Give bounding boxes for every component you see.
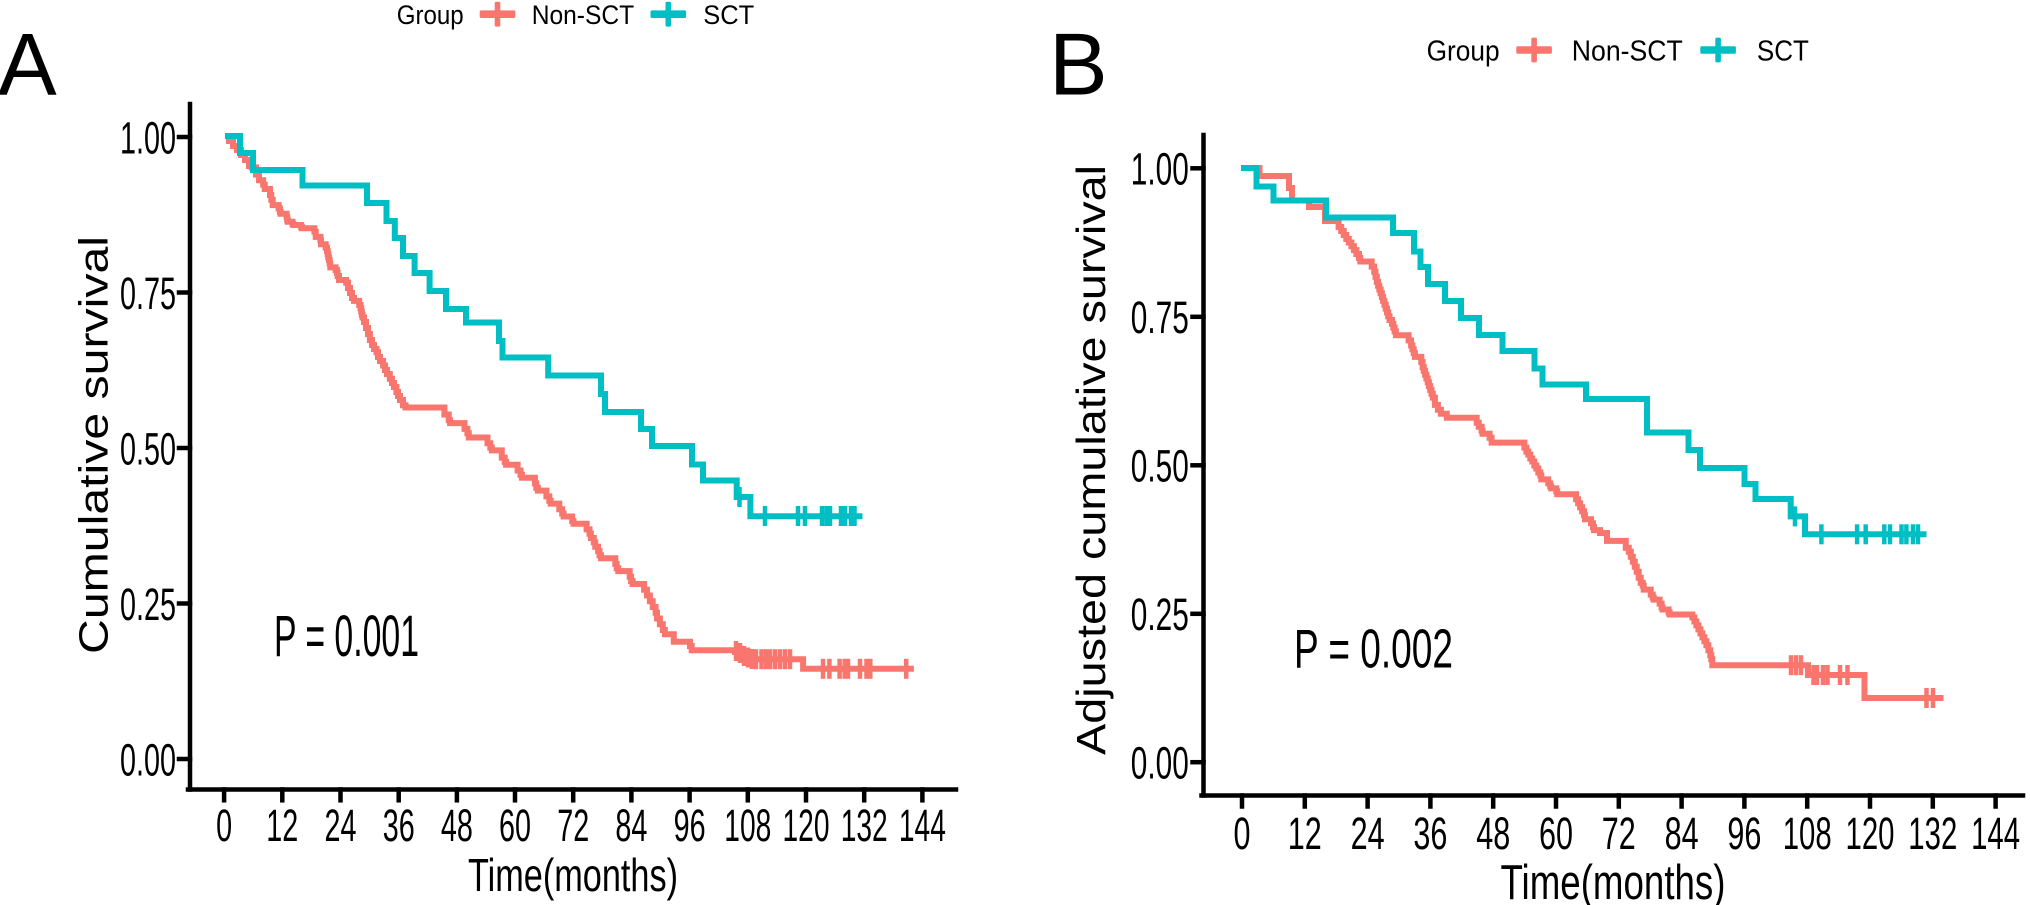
svg-text:0: 0: [1234, 808, 1251, 859]
svg-text:Time(months): Time(months): [468, 849, 678, 901]
svg-text:Cumulative survival: Cumulative survival: [71, 236, 117, 654]
svg-text:Adjusted cumulative survival: Adjusted cumulative survival: [1068, 165, 1114, 755]
svg-text:Non-SCT: Non-SCT: [1572, 36, 1683, 68]
svg-text:12: 12: [266, 800, 298, 851]
svg-text:SCT: SCT: [1757, 36, 1809, 68]
svg-text:48: 48: [1476, 808, 1510, 859]
svg-text:108: 108: [724, 800, 771, 851]
svg-text:60: 60: [499, 800, 531, 851]
svg-text:Non-SCT: Non-SCT: [532, 0, 635, 30]
svg-text:P = 0.002: P = 0.002: [1294, 618, 1453, 680]
svg-text:36: 36: [1413, 808, 1447, 859]
svg-text:0.75: 0.75: [1131, 292, 1189, 343]
svg-text:24: 24: [1351, 808, 1385, 859]
svg-text:12: 12: [1288, 808, 1322, 859]
svg-text:SCT: SCT: [703, 0, 754, 30]
svg-text:96: 96: [1727, 808, 1761, 859]
svg-text:36: 36: [383, 800, 415, 851]
svg-text:132: 132: [1908, 808, 1957, 859]
svg-text:72: 72: [557, 800, 589, 851]
svg-text:0: 0: [216, 800, 232, 851]
svg-text:120: 120: [1846, 808, 1895, 859]
svg-text:P = 0.001: P = 0.001: [274, 604, 419, 669]
svg-text:144: 144: [899, 800, 946, 851]
svg-text:132: 132: [841, 800, 888, 851]
svg-text:60: 60: [1539, 808, 1573, 859]
svg-text:0.75: 0.75: [120, 268, 176, 319]
svg-text:144: 144: [1971, 808, 2020, 859]
svg-text:0.50: 0.50: [120, 423, 176, 474]
svg-text:Time(months): Time(months): [1501, 856, 1726, 905]
svg-text:108: 108: [1783, 808, 1832, 859]
svg-text:120: 120: [783, 800, 830, 851]
svg-text:72: 72: [1602, 808, 1636, 859]
svg-text:1.00: 1.00: [120, 112, 176, 163]
svg-text:0.25: 0.25: [1131, 589, 1189, 640]
svg-text:Group: Group: [397, 0, 464, 30]
svg-text:48: 48: [441, 800, 473, 851]
svg-text:96: 96: [674, 800, 706, 851]
svg-text:84: 84: [615, 800, 647, 851]
svg-text:0.00: 0.00: [1131, 738, 1189, 789]
svg-text:0.00: 0.00: [120, 734, 176, 785]
svg-text:24: 24: [325, 800, 357, 851]
svg-text:1.00: 1.00: [1131, 144, 1189, 195]
svg-text:84: 84: [1665, 808, 1699, 859]
svg-text:B: B: [1049, 15, 1108, 114]
svg-text:A: A: [0, 15, 57, 114]
svg-text:0.50: 0.50: [1131, 441, 1189, 492]
svg-text:Group: Group: [1427, 36, 1500, 68]
svg-text:0.25: 0.25: [120, 579, 176, 630]
